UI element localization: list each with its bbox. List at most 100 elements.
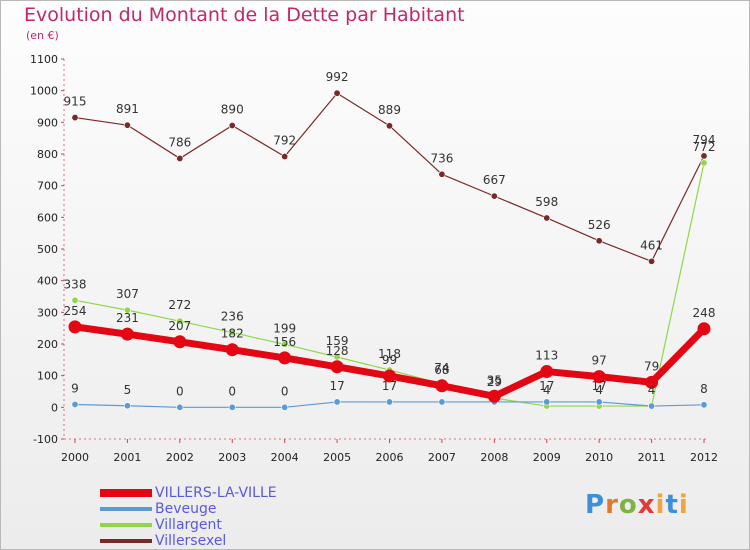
data-label: 0 bbox=[281, 384, 289, 398]
data-label: 35 bbox=[487, 373, 502, 387]
legend-label: VILLERS-LA-VILLE bbox=[155, 485, 277, 501]
y-tick-label: 600 bbox=[37, 211, 58, 224]
data-label: 4 bbox=[648, 383, 656, 397]
legend-label: Villersexel bbox=[155, 533, 227, 549]
data-label: 236 bbox=[221, 310, 244, 324]
data-label: 207 bbox=[168, 319, 191, 333]
legend-item: Beveuge bbox=[100, 501, 400, 517]
legend-item: Villersexel bbox=[100, 533, 400, 549]
x-tick-label: 2003 bbox=[218, 451, 246, 464]
data-point bbox=[595, 237, 603, 245]
data-point bbox=[700, 401, 708, 409]
data-label: 199 bbox=[273, 321, 296, 335]
data-point bbox=[228, 329, 236, 337]
data-label: 74 bbox=[434, 361, 449, 375]
data-label: 0 bbox=[176, 384, 184, 398]
data-label: 97 bbox=[592, 354, 607, 368]
data-label: 113 bbox=[535, 349, 558, 363]
data-point bbox=[281, 340, 289, 348]
y-tick-label: 0 bbox=[51, 401, 58, 414]
data-label: 272 bbox=[168, 298, 191, 312]
data-point bbox=[385, 122, 393, 130]
data-point bbox=[330, 360, 344, 374]
data-point bbox=[68, 320, 82, 334]
data-point bbox=[281, 153, 289, 161]
data-point bbox=[700, 152, 708, 160]
data-point bbox=[595, 398, 603, 406]
data-point bbox=[176, 154, 184, 162]
chart-subtitle: (en €) bbox=[26, 29, 59, 42]
data-label: 128 bbox=[326, 344, 349, 358]
y-tick-label: 300 bbox=[37, 306, 58, 319]
data-label: 461 bbox=[640, 238, 663, 252]
data-point bbox=[71, 400, 79, 408]
data-label: 526 bbox=[588, 218, 611, 232]
series-villersexel bbox=[71, 89, 708, 265]
data-label: 792 bbox=[273, 134, 296, 148]
data-label: 5 bbox=[124, 383, 132, 397]
data-label: 254 bbox=[64, 304, 87, 318]
data-label: 598 bbox=[535, 195, 558, 209]
legend-swatch bbox=[100, 489, 152, 497]
legend-swatch bbox=[100, 523, 152, 527]
series-beveuge bbox=[71, 398, 708, 411]
data-label: 17 bbox=[592, 379, 607, 393]
data-point bbox=[648, 257, 656, 265]
legend-swatch bbox=[100, 507, 152, 511]
x-tick-label: 2002 bbox=[166, 451, 194, 464]
data-label: 4 bbox=[595, 383, 603, 397]
x-tick-label: 2010 bbox=[585, 451, 613, 464]
data-label: 29 bbox=[487, 375, 502, 389]
data-point bbox=[176, 403, 184, 411]
data-point bbox=[648, 402, 656, 410]
data-label: 159 bbox=[326, 334, 349, 348]
x-tick-label: 2000 bbox=[61, 451, 89, 464]
data-label: 736 bbox=[430, 151, 453, 165]
y-tick-label: 700 bbox=[37, 180, 58, 193]
y-tick-label: 800 bbox=[37, 148, 58, 161]
y-tick-label: 400 bbox=[37, 275, 58, 288]
legend-label: Villargent bbox=[155, 517, 222, 533]
data-point bbox=[700, 159, 708, 167]
y-tick-label: 1000 bbox=[30, 85, 58, 98]
data-point bbox=[176, 317, 184, 325]
data-point bbox=[333, 353, 341, 361]
x-tick-label: 2009 bbox=[533, 451, 561, 464]
x-tick-label: 2007 bbox=[428, 451, 456, 464]
data-label: 156 bbox=[273, 335, 296, 349]
data-point bbox=[435, 379, 449, 393]
chart-title: Evolution du Montant de la Dette par Hab… bbox=[24, 4, 465, 26]
x-tick-label: 2004 bbox=[271, 451, 299, 464]
legend: VILLERS-LA-VILLE Beveuge Villargent Villers… bbox=[100, 485, 400, 549]
axes: -100010020030040050060070080090010001100… bbox=[30, 53, 718, 464]
x-tick-label: 2006 bbox=[376, 451, 404, 464]
data-label: 17 bbox=[539, 379, 554, 393]
data-point bbox=[697, 322, 711, 336]
data-label: 890 bbox=[221, 103, 244, 117]
data-point bbox=[71, 296, 79, 304]
series-line bbox=[74, 92, 705, 262]
data-label: 9 bbox=[71, 381, 79, 395]
data-point bbox=[228, 403, 236, 411]
data-label: 794 bbox=[693, 133, 716, 147]
data-point bbox=[645, 375, 659, 389]
data-point bbox=[592, 370, 606, 384]
x-tick-label: 2005 bbox=[323, 451, 351, 464]
y-tick-label: 500 bbox=[37, 243, 58, 256]
data-point bbox=[120, 327, 134, 341]
legend-label: Beveuge bbox=[155, 501, 217, 517]
data-point bbox=[385, 398, 393, 406]
data-label: 992 bbox=[326, 70, 349, 84]
y-tick-label: -100 bbox=[33, 433, 58, 446]
data-point bbox=[228, 122, 236, 130]
data-point bbox=[438, 170, 446, 178]
proxiti-logo: Proxiti bbox=[585, 490, 689, 520]
data-point bbox=[333, 398, 341, 406]
data-label: 915 bbox=[64, 95, 87, 109]
data-label: 4 bbox=[543, 383, 551, 397]
data-label: 248 bbox=[693, 306, 716, 320]
data-point bbox=[487, 389, 501, 403]
data-label: 118 bbox=[378, 347, 401, 361]
